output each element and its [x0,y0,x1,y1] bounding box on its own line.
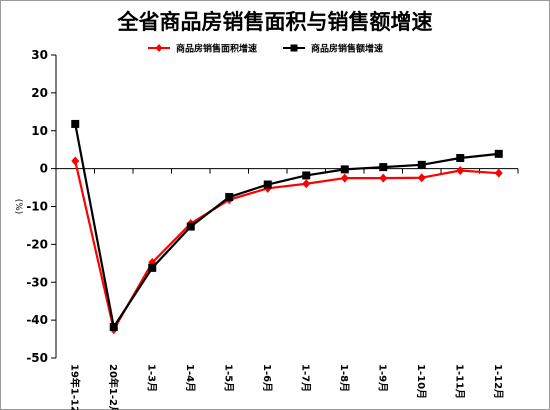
series-layer [71,119,503,335]
y-tick-label: -50 [26,351,48,365]
data-point [379,163,388,172]
x-category-label: 20年1-2月 [107,364,120,410]
x-category-label: 1-3月 [145,364,157,392]
data-point [263,180,272,189]
data-point [417,160,426,169]
y-unit-label: (%) [13,199,23,215]
data-point [71,119,80,128]
y-tick-label: 20 [31,86,48,100]
data-point [186,222,195,231]
data-point [340,173,349,183]
y-tick-label: -20 [26,237,48,251]
series-line-2 [74,123,499,329]
legend-marker [290,44,298,52]
x-category-label: 1-6月 [261,364,273,392]
data-point [148,263,157,272]
data-point [71,156,80,166]
y-tick-label: -30 [26,275,48,289]
x-category-label: 1-4月 [184,364,196,392]
series-line-1 [74,160,499,331]
chart-title: 全省商品房销售面积与销售额增速 [117,9,433,34]
legend: 商品房销售面积增速 商品房销售额增速 [148,43,383,55]
y-tick-label: -40 [26,313,48,327]
y-tick-label: 10 [31,124,48,138]
y-tick-label: 30 [31,48,48,62]
data-point [456,166,465,176]
legend-label: 商品房销售面积增速 [176,43,257,55]
x-category-label: 1-8月 [338,364,350,392]
x-category-label: 1-11月 [453,364,465,399]
data-point [109,322,118,331]
legend-marker [155,44,163,52]
y-tick-label: -10 [26,200,48,214]
data-point [340,165,349,174]
data-point [302,179,311,189]
x-category-label: 1-12月 [492,364,504,399]
data-point [494,149,503,158]
y-tick-label: 0 [40,162,48,176]
data-point [494,168,503,178]
x-category-label: 19年1-12月 [68,364,81,410]
data-point [225,193,234,202]
x-category-label: 1-7月 [299,364,311,392]
data-point [302,171,311,180]
x-category-label: 1-5月 [222,364,234,392]
legend-label: 商品房销售额增速 [311,43,383,55]
data-point [379,173,388,183]
data-point [456,154,465,163]
x-category-label: 1-10月 [415,364,427,399]
x-category-label: 1-9月 [376,364,388,392]
axes: 30 20 10 0 -10 -20 -30 -40 -50 (%) 19年1-12月 20年1-2月… [13,48,519,410]
data-point [417,173,426,183]
